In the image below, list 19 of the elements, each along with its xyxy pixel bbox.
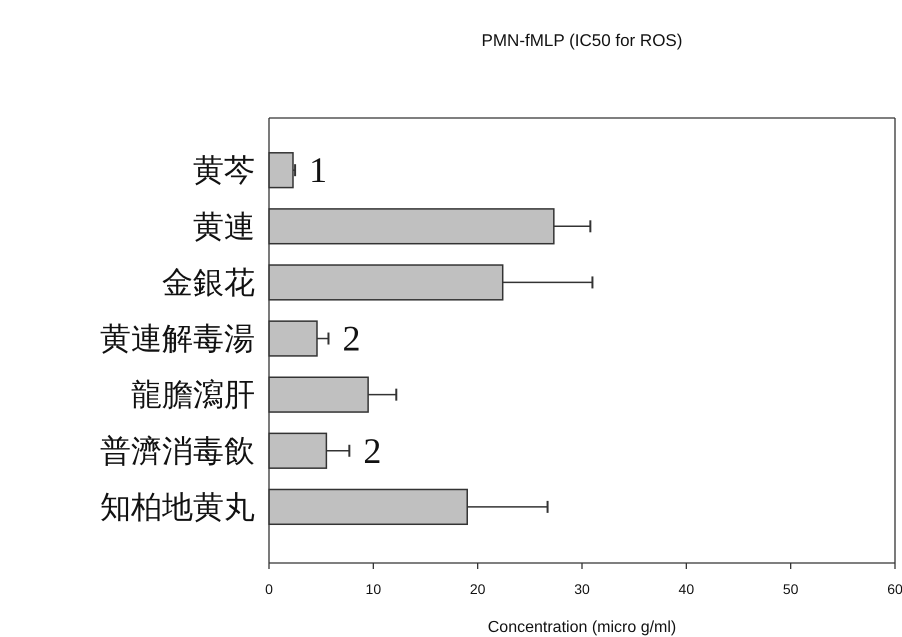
y-tick-label: 龍膽瀉肝 (131, 377, 255, 412)
y-tick-label: 黄連解毒湯 (100, 321, 255, 356)
y-tick-label: 金銀花 (162, 264, 255, 300)
x-tick-label: 20 (470, 581, 486, 597)
x-tick-label: 10 (366, 581, 382, 597)
x-tick-label: 60 (887, 581, 902, 597)
chart-title: PMN-fMLP (IC50 for ROS) (482, 31, 682, 50)
x-tick-label: 0 (265, 581, 274, 597)
y-tick-label: 知柏地黄丸 (100, 489, 255, 524)
x-axis-title: Concentration (micro g/ml) (488, 619, 676, 636)
y-tick-label: 普濟消毒飲 (100, 433, 255, 468)
annotation: 2 (342, 318, 360, 359)
y-tick-label: 黄連 (193, 208, 255, 244)
x-tick-label: 40 (678, 581, 694, 597)
annotation: 2 (363, 430, 382, 471)
x-tick-label: 50 (782, 581, 799, 597)
annotation: 1 (309, 150, 328, 190)
x-tick-label: 30 (574, 581, 590, 597)
y-tick-label: 黄芩 (193, 152, 255, 188)
